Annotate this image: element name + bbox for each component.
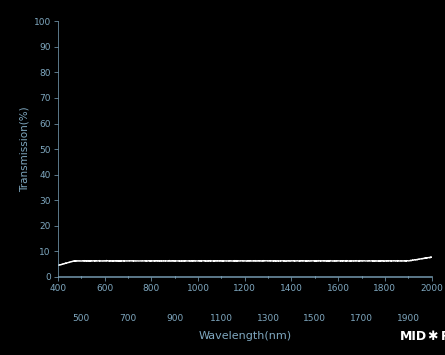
- Text: 1700: 1700: [350, 314, 373, 323]
- Text: 1900: 1900: [397, 314, 420, 323]
- Text: 500: 500: [73, 314, 90, 323]
- Text: 700: 700: [119, 314, 137, 323]
- Text: MID: MID: [400, 329, 427, 343]
- Text: Wavelength(nm): Wavelength(nm): [198, 331, 291, 341]
- Text: ✱: ✱: [427, 329, 438, 343]
- Text: 900: 900: [166, 314, 183, 323]
- Text: PT: PT: [441, 329, 445, 343]
- Text: 1100: 1100: [210, 314, 233, 323]
- Text: 1500: 1500: [303, 314, 326, 323]
- Y-axis label: Transmission(%): Transmission(%): [20, 106, 29, 192]
- Text: 1300: 1300: [257, 314, 279, 323]
